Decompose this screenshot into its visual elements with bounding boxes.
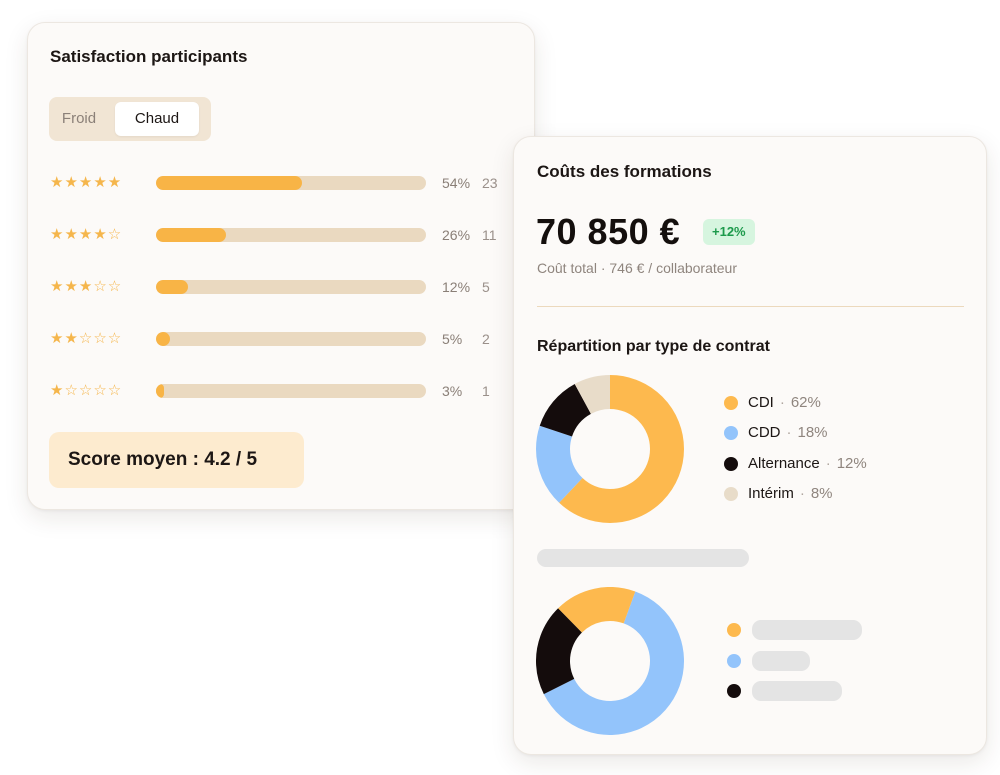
total-amount: 70 850 € (536, 211, 681, 252)
star-rating-icon: ★☆☆☆☆ (50, 382, 123, 399)
rating-count: 23 (482, 175, 498, 191)
legend-label: CDD (748, 424, 781, 441)
placeholder-legend-bar (752, 651, 810, 671)
rating-count: 1 (482, 383, 490, 399)
donut-slice-intérim (536, 375, 684, 523)
placeholder-slice (536, 587, 684, 735)
satisfaction-title: Satisfaction participants (50, 47, 248, 66)
star-rating-icon: ★★★★★ (50, 174, 123, 191)
legend-value: 12% (836, 455, 867, 472)
star-rating-icon: ★★★☆☆ (50, 278, 123, 295)
legend-dot (724, 426, 738, 440)
toggle-chaud[interactable]: Chaud (115, 102, 199, 136)
rating-row: ★★★★★ 54% 23 (50, 171, 510, 195)
rating-bar-fill (156, 280, 189, 294)
placeholder-legend-dot (727, 623, 741, 637)
legend-value: 8% (810, 485, 833, 502)
costs-title: Coûts des formations (537, 162, 712, 181)
placeholder-donut-chart (536, 587, 684, 735)
rating-row: ★☆☆☆☆ 3% 1 (50, 379, 510, 403)
rating-bar (156, 228, 426, 242)
placeholder-legend-dot (727, 684, 741, 698)
rating-bar (156, 280, 426, 294)
placeholder-slice (536, 587, 684, 735)
rating-bar-fill (156, 384, 165, 398)
rating-bar-fill (156, 228, 227, 242)
rating-percent: 12% (442, 279, 471, 295)
rating-bar-fill (156, 332, 170, 346)
placeholder-legend-dot (727, 654, 741, 668)
donut-slice-cdd (536, 375, 684, 523)
rating-count: 5 (482, 279, 490, 295)
contract-donut-chart (536, 375, 684, 523)
satisfaction-card: Satisfaction participants Froid Chaud ★★… (27, 22, 535, 510)
temperature-toggle: Froid Chaud (49, 97, 211, 141)
divider (537, 306, 964, 307)
rating-count: 2 (482, 331, 490, 347)
rating-count: 11 (482, 227, 497, 243)
star-rating-icon: ★★★★☆ (50, 226, 123, 243)
rating-percent: 3% (442, 383, 463, 399)
legend-value: 18% (797, 424, 828, 441)
training-costs-card: Coûts des formations 70 850 € +12% Coût … (513, 136, 987, 755)
toggle-froid[interactable]: Froid (61, 110, 97, 127)
rating-bar-fill (156, 176, 302, 190)
rating-row: ★★★★☆ 26% 11 (50, 223, 510, 247)
placeholder-legend-bar (752, 620, 862, 640)
legend-dot (724, 457, 738, 471)
legend-value: 62% (790, 394, 821, 411)
cost-subtitle: Coût total · 746 € / collaborateur (537, 260, 738, 276)
legend-label: CDI (748, 394, 774, 411)
placeholder-legend-bar (752, 681, 842, 701)
legend-dot (724, 487, 738, 501)
average-score: Score moyen : 4.2 / 5 (49, 432, 304, 488)
contract-breakdown-title: Répartition par type de contrat (537, 338, 770, 355)
placeholder-title-bar (537, 549, 749, 567)
legend-label: Alternance (748, 455, 820, 472)
legend-dot (724, 396, 738, 410)
trend-badge: +12% (703, 219, 755, 245)
star-rating-icon: ★★☆☆☆ (50, 330, 123, 347)
rating-row: ★★★☆☆ 12% 5 (50, 275, 510, 299)
rating-bar (156, 332, 426, 346)
rating-percent: 5% (442, 331, 463, 347)
rating-percent: 26% (442, 227, 471, 243)
legend-label: Intérim (748, 485, 794, 502)
rating-row: ★★☆☆☆ 5% 2 (50, 327, 510, 351)
rating-bar (156, 176, 426, 190)
rating-bar (156, 384, 426, 398)
rating-percent: 54% (442, 175, 471, 191)
